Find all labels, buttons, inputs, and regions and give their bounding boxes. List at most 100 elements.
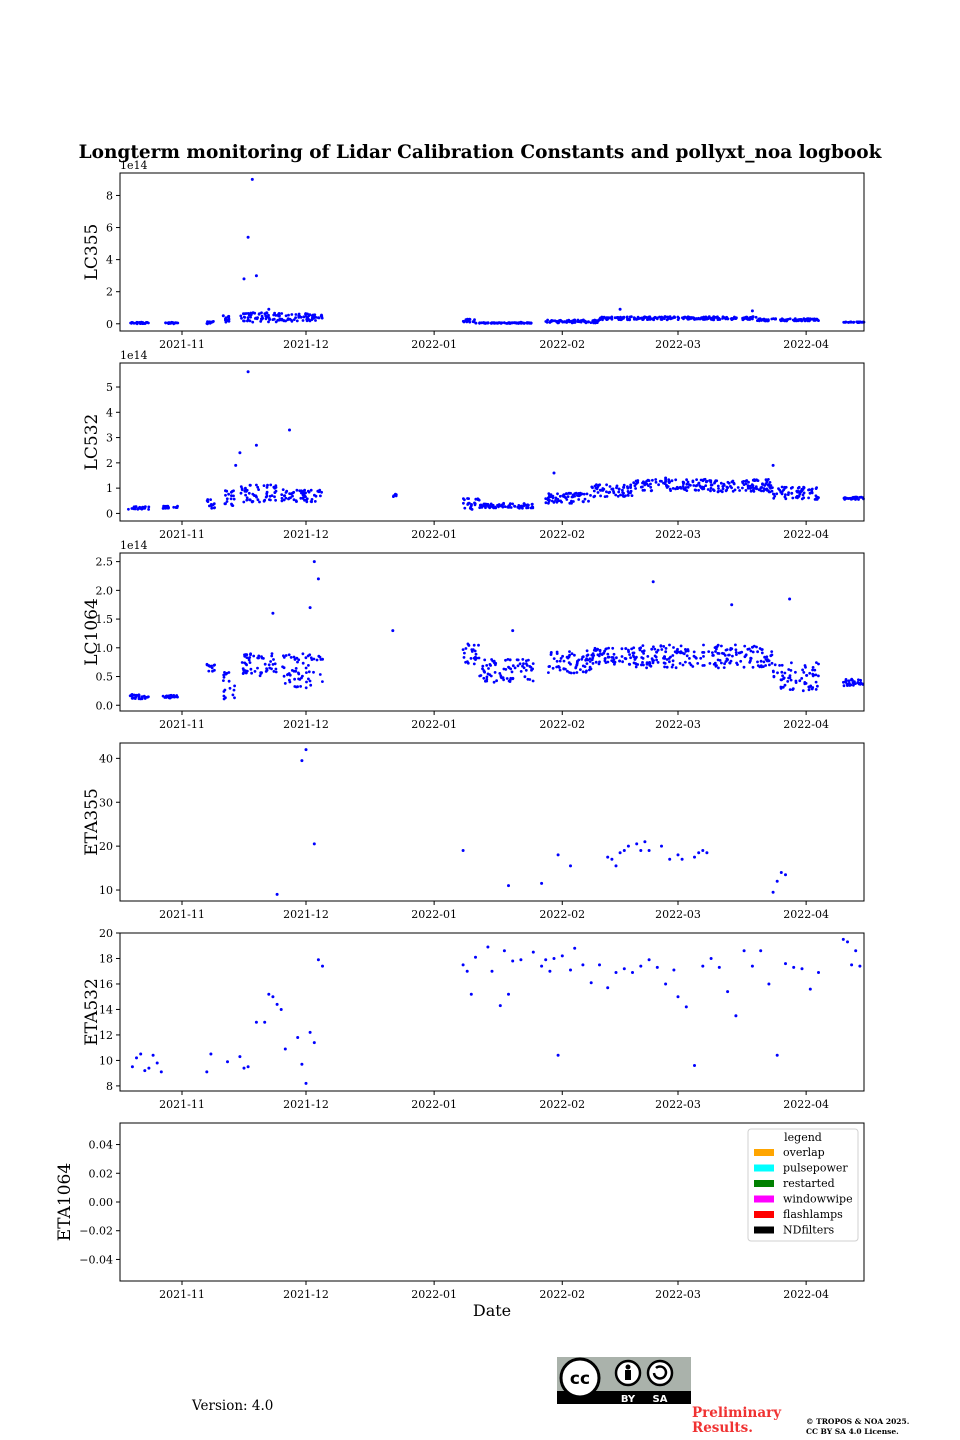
data-point bbox=[734, 317, 738, 320]
data-point bbox=[790, 491, 794, 495]
data-point bbox=[770, 661, 774, 665]
data-point bbox=[671, 663, 675, 667]
data-point bbox=[780, 663, 784, 667]
data-point bbox=[638, 648, 642, 652]
y-tick-label: 0.5 bbox=[96, 671, 114, 684]
data-point bbox=[762, 318, 765, 321]
data-point bbox=[256, 485, 260, 489]
data-point bbox=[233, 696, 236, 700]
data-point bbox=[313, 500, 317, 503]
data-point bbox=[639, 316, 643, 320]
data-point bbox=[722, 652, 726, 656]
data-point bbox=[730, 647, 734, 651]
data-point bbox=[616, 316, 620, 319]
chart-panel-eta355: 2021-11 2021-12 2022-01 2022-02 2022-03 2022-… bbox=[82, 742, 865, 921]
data-point bbox=[225, 497, 229, 501]
data-point bbox=[788, 674, 792, 677]
data-point bbox=[648, 315, 652, 319]
legend-label-pulsepower: pulsepower bbox=[783, 1162, 848, 1175]
x-tick-label: 2022-03 bbox=[655, 1098, 701, 1111]
data-point bbox=[226, 1060, 229, 1064]
data-point bbox=[159, 1070, 163, 1074]
data-point bbox=[483, 658, 487, 662]
data-point bbox=[315, 658, 319, 662]
data-point bbox=[253, 311, 257, 315]
data-point bbox=[472, 656, 476, 660]
data-point bbox=[760, 648, 764, 651]
data-point bbox=[246, 316, 250, 319]
axes-frame bbox=[119, 932, 865, 1092]
data-point bbox=[613, 662, 616, 666]
data-point bbox=[663, 482, 667, 485]
data-points bbox=[130, 937, 862, 1085]
data-point bbox=[271, 663, 275, 666]
data-point bbox=[462, 497, 465, 500]
data-point bbox=[695, 478, 698, 481]
data-point bbox=[603, 657, 607, 660]
data-point bbox=[269, 660, 272, 663]
data-point bbox=[686, 485, 690, 489]
data-point bbox=[848, 684, 852, 687]
data-point bbox=[674, 666, 678, 670]
data-point bbox=[265, 667, 268, 670]
data-point bbox=[639, 849, 643, 852]
data-point bbox=[498, 672, 502, 675]
data-point bbox=[598, 649, 602, 653]
data-point bbox=[811, 666, 815, 669]
data-point bbox=[301, 493, 305, 497]
x-tick-label: 2022-04 bbox=[783, 718, 829, 731]
data-point bbox=[555, 650, 559, 654]
data-point bbox=[746, 484, 750, 488]
data-point bbox=[469, 992, 473, 996]
data-point bbox=[687, 483, 691, 486]
data-point bbox=[774, 317, 777, 321]
data-point bbox=[540, 964, 544, 968]
y-tick-label: −0.02 bbox=[79, 1225, 113, 1238]
x-tick-label: 2021-12 bbox=[283, 1288, 329, 1301]
data-point bbox=[712, 315, 716, 319]
data-point bbox=[709, 480, 713, 484]
data-point bbox=[672, 646, 675, 649]
data-point bbox=[566, 669, 569, 673]
data-point bbox=[611, 646, 615, 650]
legend-swatch-ndfilters bbox=[754, 1226, 774, 1234]
data-point bbox=[317, 654, 321, 658]
data-point bbox=[293, 677, 296, 681]
data-point bbox=[556, 492, 559, 496]
data-point bbox=[641, 488, 645, 492]
data-point bbox=[814, 673, 818, 677]
chart-panel-eta532: 2021-11 2021-12 2022-01 2022-02 2022-03 2022-… bbox=[82, 927, 865, 1111]
data-point bbox=[463, 506, 467, 510]
data-point bbox=[467, 643, 471, 647]
data-point bbox=[786, 680, 790, 683]
data-point bbox=[850, 963, 854, 967]
data-point bbox=[729, 484, 732, 488]
data-point bbox=[858, 320, 862, 324]
data-point bbox=[708, 662, 712, 665]
data-point bbox=[300, 676, 303, 680]
y-tick-label: 4 bbox=[106, 406, 113, 419]
data-point bbox=[610, 857, 614, 861]
data-point bbox=[126, 507, 130, 511]
data-point bbox=[521, 658, 525, 661]
data-point bbox=[814, 688, 818, 691]
panels: 2021-11 2021-12 2022-01 2022-02 2022-03 2022-… bbox=[55, 159, 866, 1320]
data-point bbox=[804, 665, 807, 669]
data-point bbox=[751, 665, 755, 669]
data-point bbox=[471, 320, 475, 323]
data-point bbox=[525, 664, 529, 667]
data-point bbox=[271, 611, 275, 615]
data-point bbox=[519, 320, 523, 324]
data-point bbox=[706, 488, 710, 491]
data-point bbox=[765, 655, 769, 659]
data-point bbox=[247, 491, 251, 495]
data-point bbox=[300, 1062, 304, 1066]
data-point bbox=[579, 668, 582, 671]
data-point bbox=[485, 675, 489, 679]
data-point bbox=[743, 644, 747, 648]
data-point bbox=[462, 501, 465, 505]
data-point bbox=[808, 318, 811, 322]
data-point bbox=[468, 318, 472, 321]
data-point bbox=[175, 694, 179, 697]
data-point bbox=[588, 657, 592, 661]
